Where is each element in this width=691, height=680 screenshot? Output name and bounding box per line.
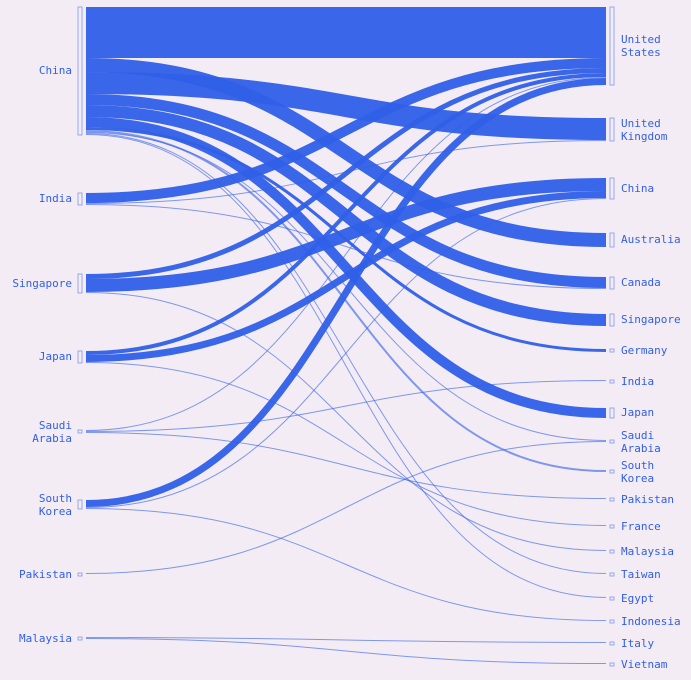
node: [609, 619, 615, 624]
flow: [85, 117, 607, 418]
flow: [85, 68, 607, 279]
flow: [85, 508, 607, 621]
flow: [85, 134, 607, 598]
node: [609, 524, 615, 529]
node: [609, 177, 615, 200]
flow: [85, 198, 607, 508]
flow: [85, 72, 607, 140]
node-label: Egypt: [621, 591, 655, 605]
node: [609, 348, 615, 353]
node: [609, 497, 615, 502]
flow: [85, 204, 607, 289]
flow: [85, 58, 607, 203]
node-label: India: [621, 374, 655, 388]
flow: [85, 178, 607, 292]
node-label: Pakistan: [19, 567, 72, 581]
node: [77, 6, 83, 136]
flow: [85, 191, 607, 362]
node-label: South Korea: [38, 491, 72, 518]
node: [609, 6, 615, 86]
node-label: United Kingdom: [621, 116, 668, 143]
node-label: Taiwan: [621, 567, 661, 581]
node-label: Canada: [621, 276, 661, 289]
flow: [85, 77, 607, 431]
node-label: Indonesia: [621, 614, 681, 628]
node: [77, 273, 83, 294]
node-label: Australia: [621, 233, 681, 246]
node: [609, 232, 615, 248]
node: [77, 350, 83, 364]
node: [609, 117, 615, 142]
node-label: Saudi Arabia: [32, 418, 73, 445]
flow: [85, 637, 607, 643]
flow: [85, 362, 607, 526]
node-label: United States: [621, 33, 661, 59]
node: [609, 313, 615, 327]
node: [77, 636, 83, 641]
node-label: Pakistan: [621, 492, 674, 506]
node: [77, 572, 83, 577]
node: [77, 499, 83, 510]
node: [609, 549, 615, 554]
node-label: Japan: [38, 350, 72, 363]
flow: [85, 78, 607, 507]
flow: [85, 73, 607, 355]
node-label: Malaysia: [621, 544, 674, 558]
node-label: France: [621, 519, 661, 533]
node-label: India: [38, 192, 72, 205]
node: [609, 276, 615, 290]
node: [609, 469, 615, 474]
node: [609, 572, 615, 577]
flow: [85, 638, 607, 664]
node: [609, 662, 615, 667]
flow: [85, 292, 607, 551]
node: [609, 407, 615, 419]
node-label: Italy: [621, 636, 655, 650]
node: [609, 379, 615, 384]
flow: [85, 380, 607, 432]
node-label: Saudi Arabia: [621, 428, 661, 455]
node-label: Vietnam: [621, 657, 668, 671]
node-label: Japan: [621, 406, 655, 419]
node: [609, 439, 615, 444]
node: [609, 596, 615, 601]
node-label: South Korea: [621, 458, 655, 485]
flow: [85, 94, 607, 288]
node-label: China: [38, 64, 72, 77]
flow: [85, 432, 607, 499]
node-label: China: [621, 181, 655, 195]
node: [609, 641, 615, 646]
node: [77, 192, 83, 206]
node: [77, 429, 83, 434]
flow: [85, 441, 607, 574]
node-label: Singapore: [621, 313, 681, 326]
node-label: Singapore: [12, 276, 72, 290]
node-label: Germany: [621, 343, 668, 357]
node-label: Malaysia: [19, 631, 72, 645]
